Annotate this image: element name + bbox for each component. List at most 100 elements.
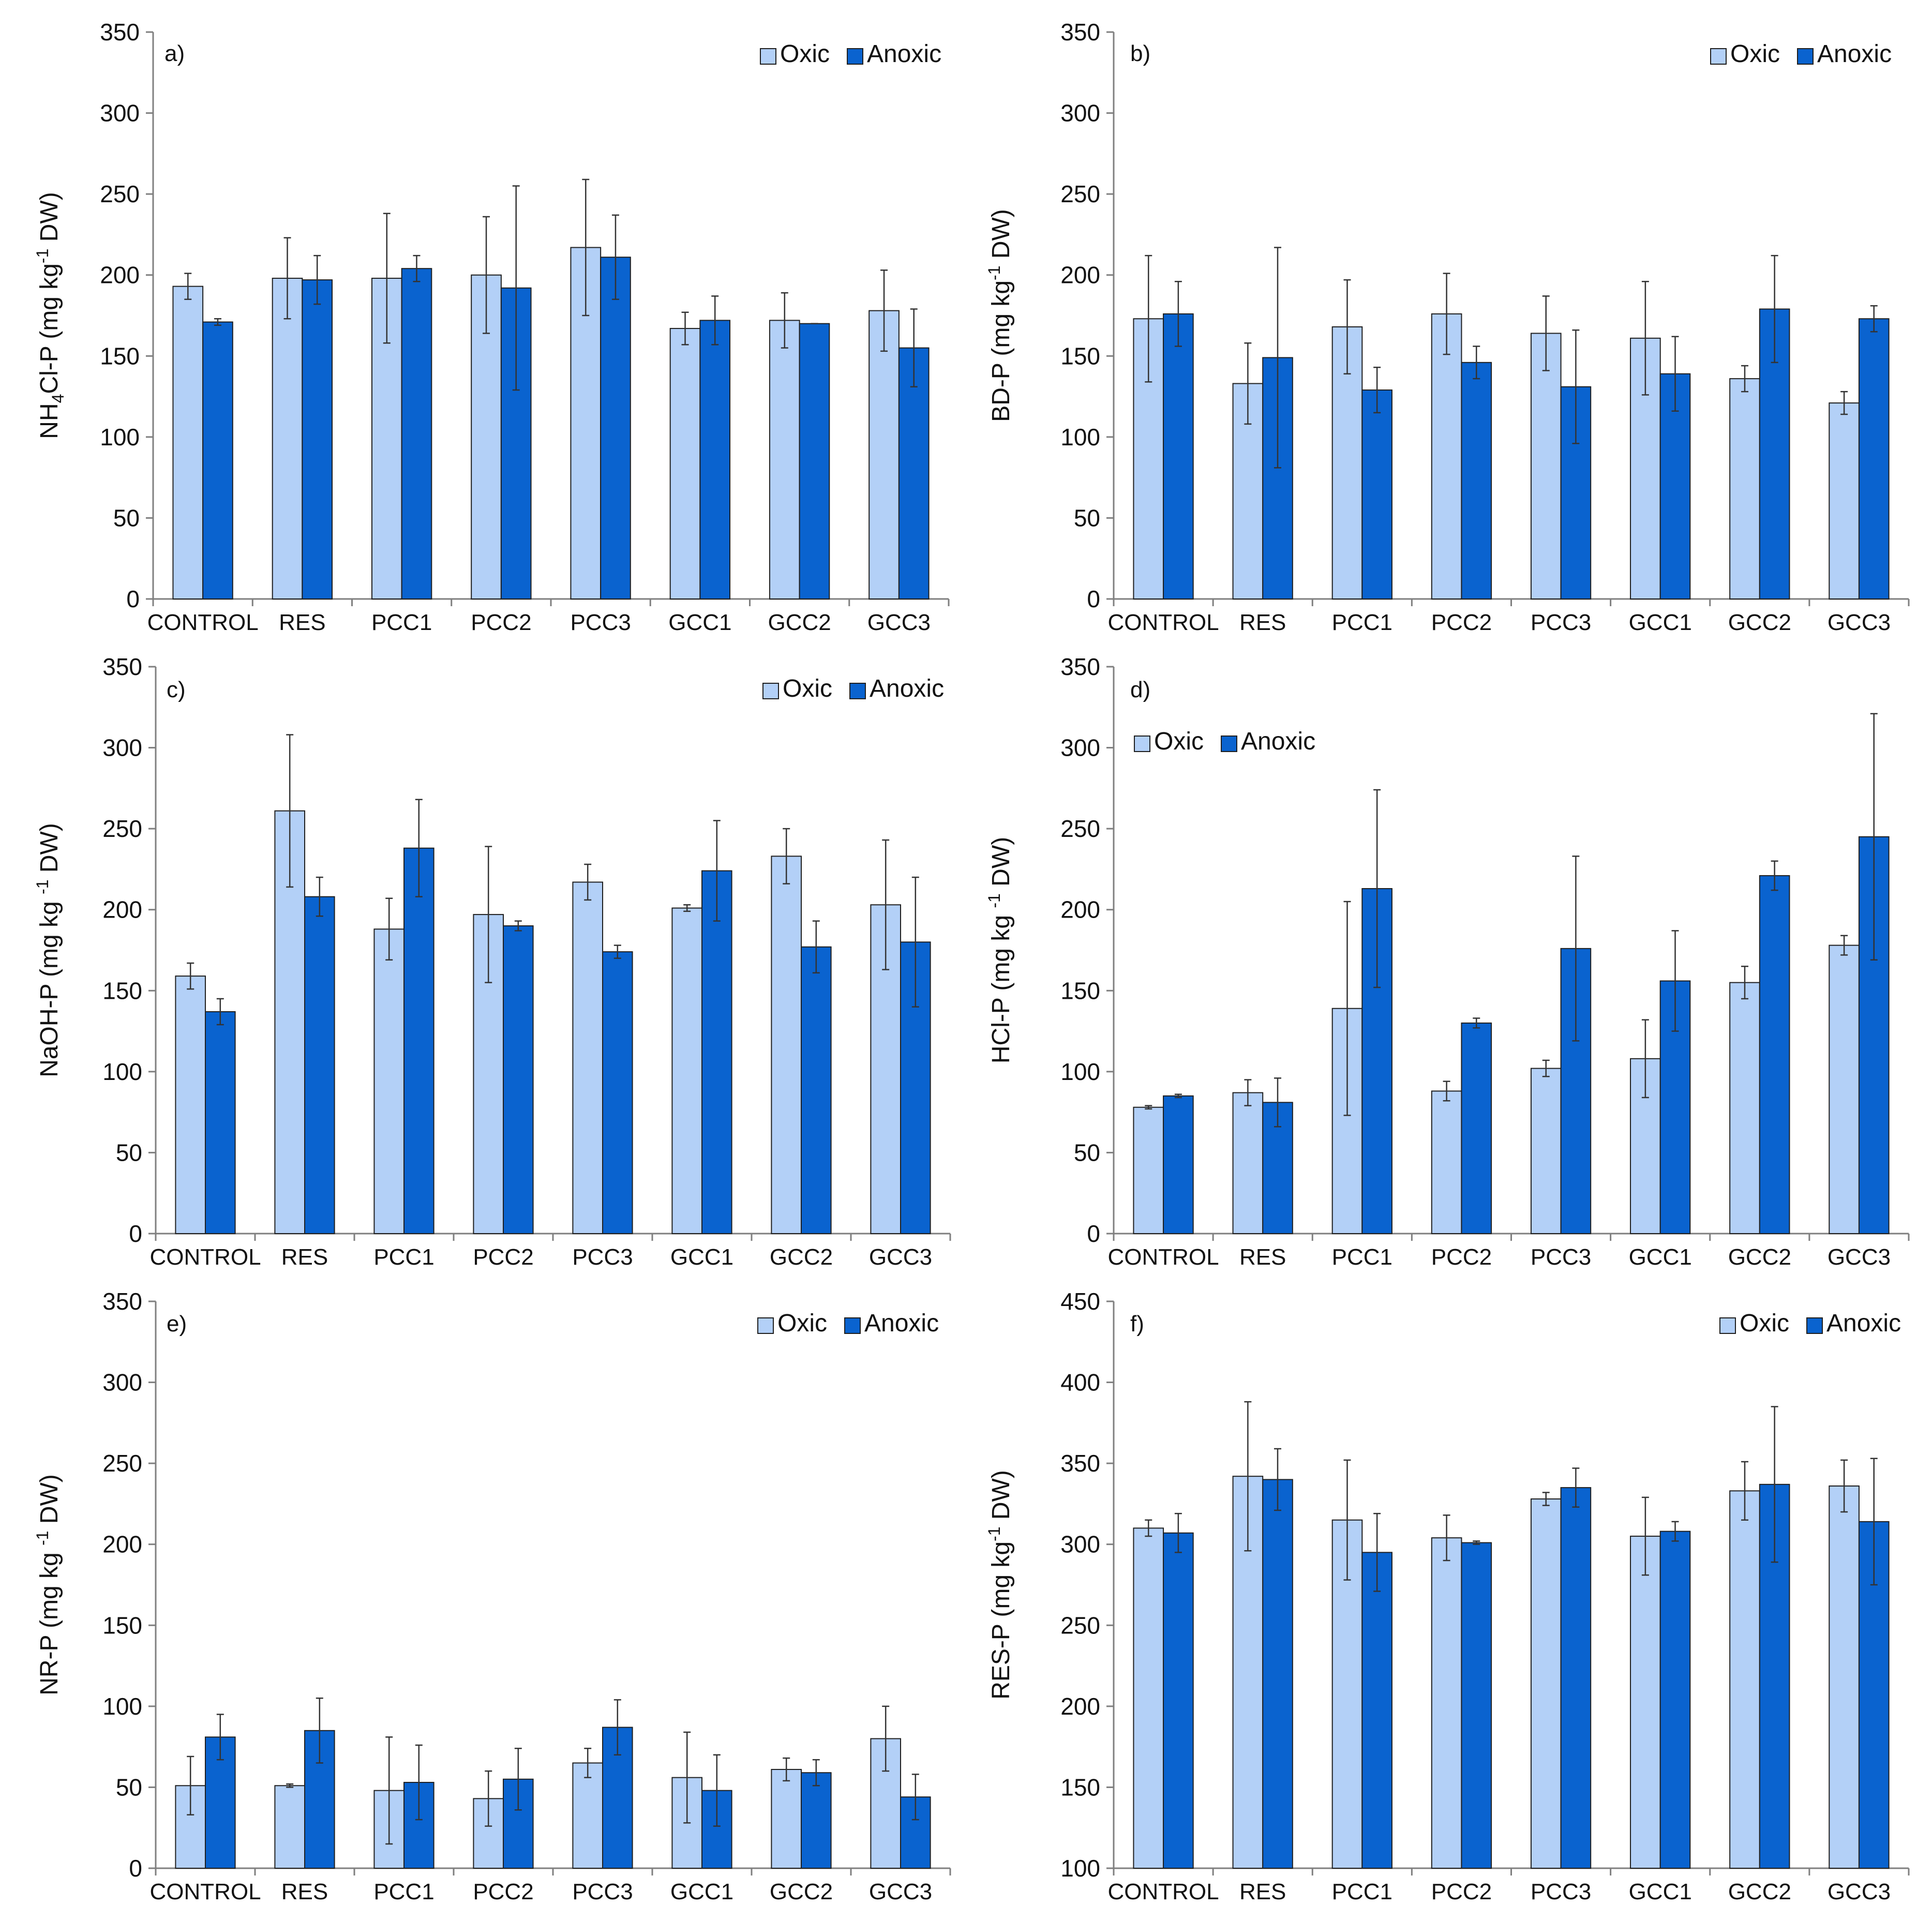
oxic-bar	[1331, 1008, 1363, 1235]
error-bar	[1771, 1406, 1778, 1563]
legend-oxic-label: Oxic	[780, 40, 830, 68]
anoxic-bar	[1461, 1022, 1492, 1235]
error-bar	[781, 292, 788, 349]
x-category-label: PCC3	[572, 1879, 633, 1904]
chart-panel-d: 0 50 100 150 200 250 300 350 CONTROL RES PCC1 PCC2 P…	[985, 653, 1910, 1270]
error-bar	[1840, 935, 1848, 956]
y-axis-label-pre: NaOH-P (mg kg	[36, 894, 63, 1077]
error-bar	[812, 920, 820, 974]
legend: Oxic Anoxic	[760, 40, 941, 68]
oxic-bar	[1232, 1092, 1264, 1234]
oxic-bar	[1829, 1485, 1860, 1869]
oxic-bar	[1431, 1090, 1462, 1235]
y-tick-label: 50	[1074, 504, 1100, 531]
panel-label: f)	[1130, 1311, 1144, 1337]
y-axis-label: NaOH-P (mg kg -1 DW)	[33, 823, 63, 1077]
y-axis-label-sup: -1	[33, 1531, 52, 1545]
chart-panel-e: 0 50 100 150 200 250 300 350 CONTROL RES PCC1 PCC2 P…	[33, 1288, 951, 1904]
error-bar	[1741, 365, 1748, 393]
x-category-label: RES	[281, 1244, 328, 1270]
oxic-bar	[1829, 402, 1860, 600]
y-axis-label-mid: Cl-P (mg kg	[36, 263, 63, 394]
error-bar	[783, 828, 790, 884]
oxic-bar	[1431, 1537, 1462, 1869]
x-category-label: GCC2	[1728, 1244, 1791, 1270]
y-axis-label: BD-P (mg kg-1 DW)	[985, 209, 1015, 422]
error-bar	[216, 1714, 224, 1761]
error-bar	[882, 1705, 890, 1772]
chart-panel-a: 0 50 100 150 200 250 300 350 CONTROL RES PCC1 PCC2 P…	[33, 19, 950, 635]
error-bar	[812, 1759, 820, 1787]
y-tick-label: 100	[102, 1693, 142, 1720]
y-tick-label: 250	[1060, 1612, 1100, 1639]
error-bar	[584, 1748, 592, 1778]
legend-oxic-swatch	[1719, 1317, 1736, 1334]
y-tick-label: 200	[1060, 896, 1100, 923]
panel-label: b)	[1130, 41, 1150, 66]
error-bar	[1641, 1496, 1649, 1576]
anoxic-bar	[701, 870, 732, 1235]
panel-label: a)	[164, 41, 185, 66]
x-category-label: PCC2	[1431, 1879, 1492, 1904]
y-axis-label-pre: BD-P (mg kg	[987, 280, 1015, 422]
x-category-label: GCC1	[1629, 610, 1692, 635]
error-bar	[1671, 1521, 1679, 1542]
x-category-label: RES	[1239, 1244, 1286, 1270]
legend: Oxic Anoxic	[1710, 40, 1892, 68]
error-bar	[882, 839, 890, 970]
oxic-bar	[1133, 1527, 1164, 1869]
error-bar	[681, 311, 689, 346]
y-axis-label: NH4Cl-P (mg kg-1 DW)	[33, 192, 67, 439]
y-tick-label: 50	[1074, 1139, 1100, 1166]
error-bar	[1572, 1467, 1580, 1508]
x-category-label: PCC3	[1531, 1879, 1591, 1904]
error-bar	[187, 1755, 194, 1815]
x-category-label: PCC2	[1431, 610, 1492, 635]
x-category-label: PCC1	[371, 610, 432, 635]
error-bar	[1274, 1077, 1282, 1128]
legend-anoxic-label: Anoxic	[867, 40, 941, 68]
legend: Oxic Anoxic	[757, 1310, 939, 1337]
error-bar	[1870, 713, 1878, 961]
x-category-label: GCC2	[1728, 610, 1791, 635]
y-tick-label: 0	[129, 1220, 142, 1247]
legend-oxic-swatch	[1134, 736, 1150, 752]
oxic-bar	[1729, 982, 1760, 1234]
x-category-label: GCC2	[770, 1244, 833, 1270]
x-category-label: GCC3	[1828, 610, 1891, 635]
legend-oxic-label: Oxic	[1154, 728, 1204, 755]
y-tick-label: 200	[1060, 1693, 1100, 1720]
error-bar	[1145, 1105, 1152, 1110]
y-tick-label: 0	[1087, 586, 1100, 612]
legend-oxic-label: Oxic	[1740, 1310, 1789, 1337]
error-bar	[415, 799, 423, 897]
error-bar	[483, 216, 490, 334]
y-tick-label: 150	[100, 342, 140, 369]
error-bar	[286, 1783, 294, 1788]
y-tick-label: 50	[113, 504, 140, 531]
x-category-label: GCC3	[867, 610, 931, 635]
x-category-label: GCC1	[670, 1244, 733, 1270]
legend-anoxic-label: Anoxic	[870, 675, 944, 702]
x-category-label: PCC1	[1332, 610, 1392, 635]
error-bar	[1174, 1512, 1182, 1553]
error-bar	[1145, 254, 1152, 383]
error-bar	[611, 214, 619, 300]
y-axis-label-post: DW)	[36, 192, 63, 248]
error-bar	[880, 269, 888, 352]
oxic-bar	[669, 328, 701, 599]
y-tick-label: 200	[1060, 262, 1100, 289]
oxic-bar	[1530, 1498, 1562, 1869]
y-tick-label: 350	[1060, 653, 1100, 680]
y-tick-label: 350	[100, 19, 140, 46]
y-axis-label-sub: 4	[49, 394, 67, 403]
y-axis-label-sup: -1	[33, 249, 52, 263]
oxic-bar	[572, 881, 604, 1234]
error-bar	[911, 1774, 919, 1821]
error-bar	[1244, 1079, 1252, 1106]
panel-label: c)	[167, 677, 186, 702]
anoxic-bar	[801, 946, 832, 1235]
anoxic-bar	[1163, 313, 1194, 599]
y-tick-label: 300	[1060, 1531, 1100, 1558]
y-axis-label: RES-P (mg kg-1 DW)	[985, 1470, 1015, 1700]
